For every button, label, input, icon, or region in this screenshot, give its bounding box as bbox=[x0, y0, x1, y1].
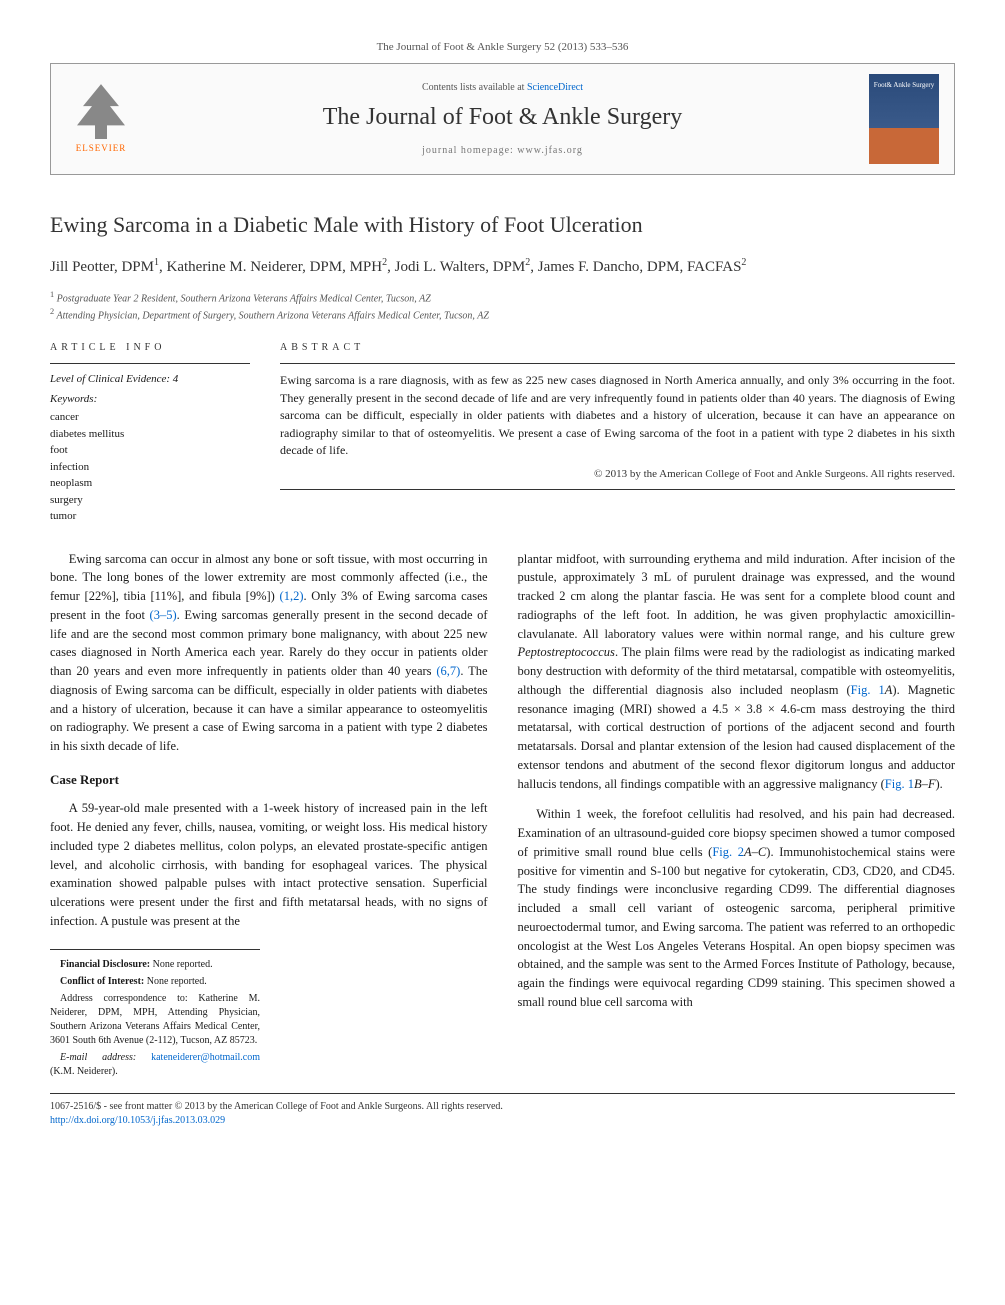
doi-link[interactable]: http://dx.doi.org/10.1053/j.jfas.2013.03… bbox=[50, 1115, 225, 1126]
affiliation-1: Postgraduate Year 2 Resident, Southern A… bbox=[57, 293, 431, 304]
elsevier-label: ELSEVIER bbox=[76, 142, 127, 155]
contents-line: Contents lists available at ScienceDirec… bbox=[151, 81, 854, 95]
journal-title: The Journal of Foot & Ankle Surgery bbox=[151, 101, 854, 135]
homepage-prefix: journal homepage: bbox=[422, 145, 517, 156]
abstract-rule bbox=[280, 363, 955, 364]
keywords-label: Keywords: bbox=[50, 392, 250, 407]
affiliations: 1 Postgraduate Year 2 Resident, Southern… bbox=[50, 289, 955, 324]
email-suffix: (K.M. Neiderer). bbox=[50, 1066, 118, 1077]
reference-link[interactable]: (6,7) bbox=[436, 664, 460, 678]
article-title: Ewing Sarcoma in a Diabetic Male with Hi… bbox=[50, 210, 955, 241]
keyword-item: tumor bbox=[50, 508, 250, 525]
keyword-item: infection bbox=[50, 459, 250, 476]
affiliation-2: Attending Physician, Department of Surge… bbox=[57, 310, 489, 321]
abstract-bottom-rule bbox=[280, 489, 955, 490]
figure-link[interactable]: Fig. 2 bbox=[712, 845, 744, 859]
keyword-item: cancer bbox=[50, 409, 250, 426]
case-paragraph-2: plantar midfoot, with surrounding erythe… bbox=[518, 550, 956, 794]
case-paragraph-3: Within 1 week, the forefoot cellulitis h… bbox=[518, 805, 956, 1011]
authors-list: Jill Peotter, DPM1, Katherine M. Neidere… bbox=[50, 255, 955, 279]
journal-reference: The Journal of Foot & Ankle Surgery 52 (… bbox=[50, 40, 955, 55]
info-rule bbox=[50, 363, 250, 364]
evidence-level: Level of Clinical Evidence: 4 bbox=[50, 372, 250, 387]
figure-link[interactable]: Fig. 1 bbox=[885, 777, 914, 791]
email-label: E-mail address: bbox=[60, 1052, 151, 1063]
homepage-url[interactable]: www.jfas.org bbox=[517, 145, 583, 156]
front-matter-line: 1067-2516/$ - see front matter © 2013 by… bbox=[50, 1100, 955, 1114]
article-body: Ewing sarcoma can occur in almost any bo… bbox=[50, 550, 955, 1079]
footnotes-block: Financial Disclosure: None reported. Con… bbox=[50, 949, 260, 1079]
conflict-of-interest: Conflict of Interest: None reported. bbox=[50, 975, 260, 989]
keyword-item: neoplasm bbox=[50, 475, 250, 492]
keyword-item: surgery bbox=[50, 492, 250, 509]
keyword-item: foot bbox=[50, 442, 250, 459]
elsevier-logo[interactable]: ELSEVIER bbox=[66, 79, 136, 159]
reference-link[interactable]: (1,2) bbox=[280, 589, 304, 603]
figure-link[interactable]: Fig. 1 bbox=[851, 683, 885, 697]
correspondence-email-link[interactable]: kateneiderer@hotmail.com bbox=[151, 1052, 260, 1063]
correspondence: Address correspondence to: Katherine M. … bbox=[50, 992, 260, 1048]
journal-header-box: ELSEVIER Contents lists available at Sci… bbox=[50, 63, 955, 175]
bottom-bar: 1067-2516/$ - see front matter © 2013 by… bbox=[50, 1093, 955, 1128]
case-report-heading: Case Report bbox=[50, 770, 488, 790]
email-line: E-mail address: kateneiderer@hotmail.com… bbox=[50, 1051, 260, 1079]
abstract-copyright: © 2013 by the American College of Foot a… bbox=[280, 467, 955, 482]
financial-disclosure: Financial Disclosure: None reported. bbox=[50, 958, 260, 972]
intro-paragraph: Ewing sarcoma can occur in almost any bo… bbox=[50, 550, 488, 756]
keyword-item: diabetes mellitus bbox=[50, 426, 250, 443]
article-info-label: ARTICLE INFO bbox=[50, 341, 250, 355]
contents-prefix: Contents lists available at bbox=[422, 82, 527, 93]
abstract-text: Ewing sarcoma is a rare diagnosis, with … bbox=[280, 372, 955, 459]
elsevier-tree-icon bbox=[71, 84, 131, 139]
homepage-line: journal homepage: www.jfas.org bbox=[151, 144, 854, 158]
abstract-block: ABSTRACT Ewing sarcoma is a rare diagnos… bbox=[280, 341, 955, 524]
cover-label: Foot& Ankle Surgery bbox=[869, 82, 939, 90]
journal-cover-thumbnail[interactable]: Foot& Ankle Surgery bbox=[869, 74, 939, 164]
article-info-block: ARTICLE INFO Level of Clinical Evidence:… bbox=[50, 341, 250, 524]
abstract-label: ABSTRACT bbox=[280, 341, 955, 355]
sciencedirect-link[interactable]: ScienceDirect bbox=[527, 82, 583, 93]
reference-link[interactable]: (3–5) bbox=[150, 608, 177, 622]
case-paragraph-1: A 59-year-old male presented with a 1-we… bbox=[50, 799, 488, 930]
